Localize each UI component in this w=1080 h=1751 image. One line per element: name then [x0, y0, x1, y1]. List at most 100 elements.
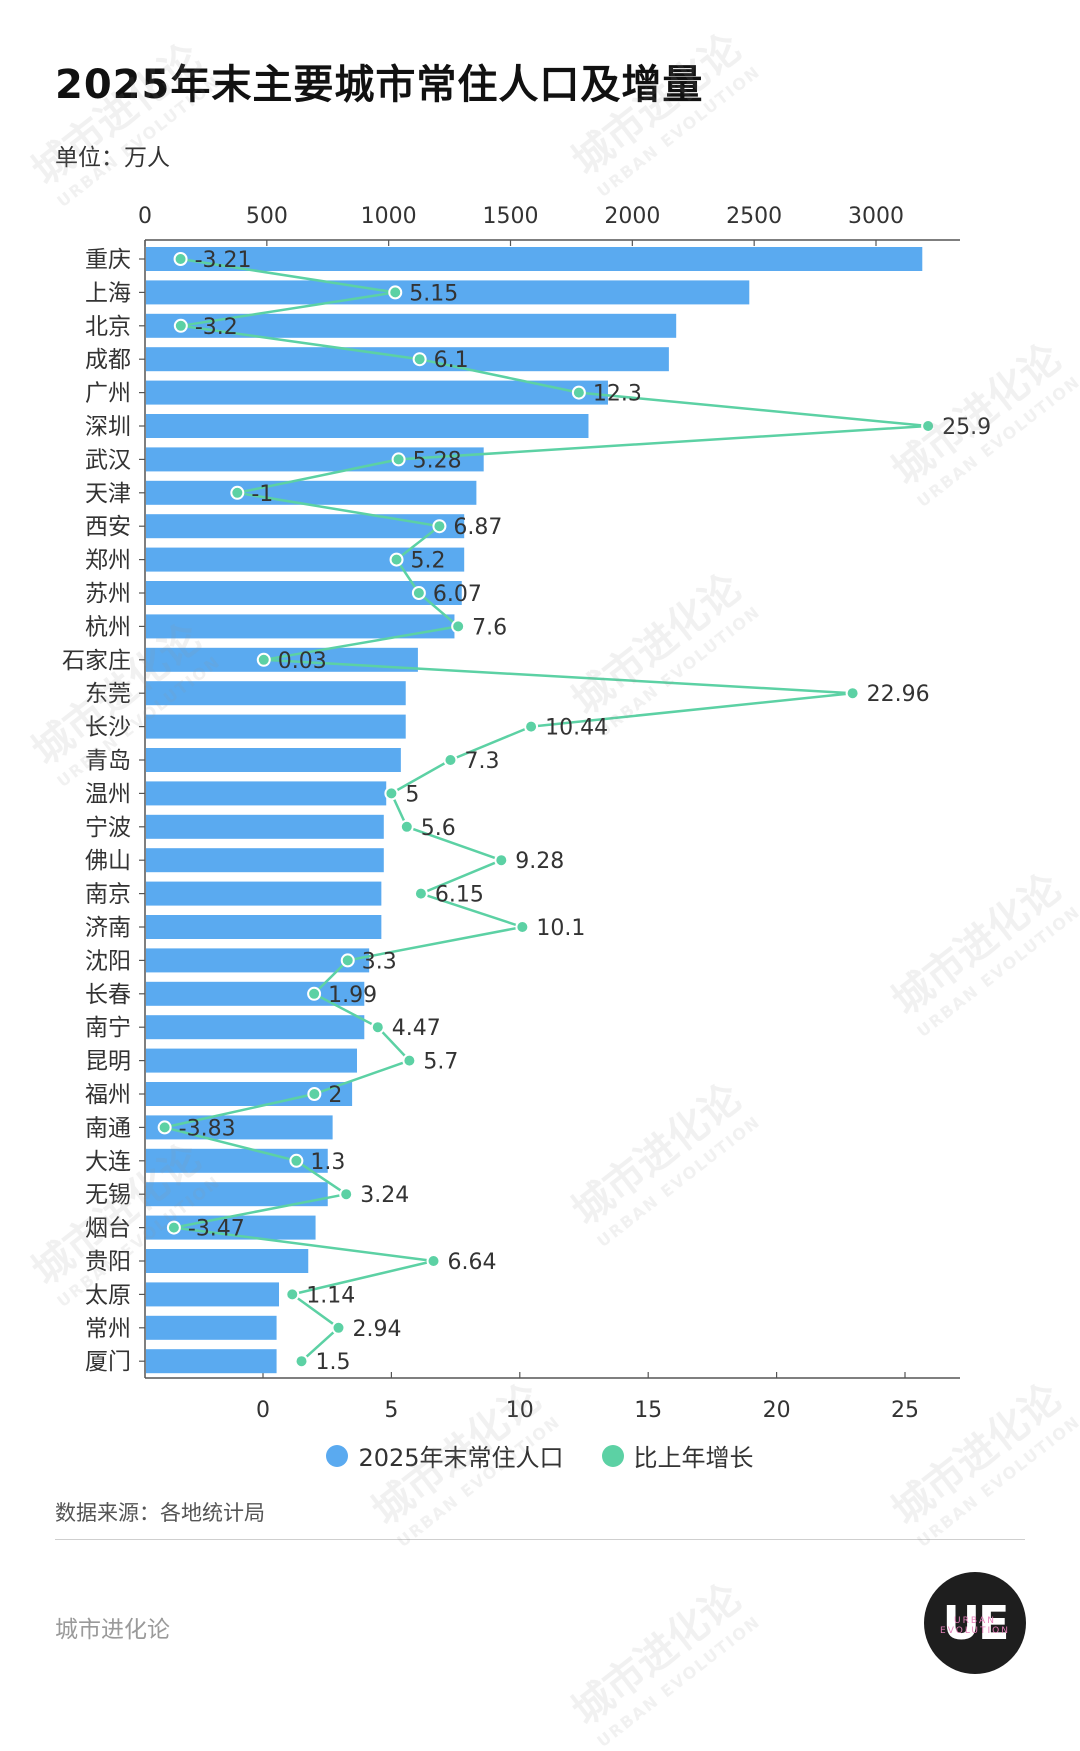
- chart-legend: 2025年末常住人口 比上年增长: [0, 1438, 1080, 1473]
- top-axis-tick-label: 1000: [361, 204, 417, 229]
- growth-data-label: 12.3: [593, 382, 642, 407]
- bar: [146, 280, 750, 305]
- bar: [146, 380, 608, 405]
- legend-item-growth[interactable]: 比上年增长: [601, 1438, 754, 1473]
- top-axis-tick-label: 2500: [726, 204, 782, 229]
- bar: [146, 1315, 277, 1340]
- growth-data-label: 3.3: [362, 949, 397, 974]
- growth-data-label: 6.64: [448, 1250, 497, 1275]
- data-source: 数据来源：各地统计局: [55, 1501, 265, 1525]
- growth-point: [388, 285, 403, 300]
- bar: [146, 714, 406, 739]
- category-label: 大连: [85, 1149, 131, 1175]
- growth-point: [389, 552, 404, 567]
- growth-data-label: 6.1: [434, 348, 469, 373]
- legend-item-population[interactable]: 2025年末常住人口: [326, 1438, 564, 1473]
- category-label: 成都: [85, 347, 131, 373]
- growth-point: [307, 1087, 322, 1101]
- category-label: 南通: [85, 1115, 131, 1141]
- category-label: 长春: [85, 982, 131, 1008]
- bar: [146, 748, 401, 772]
- growth-data-label: 2: [328, 1083, 342, 1108]
- legend-swatch-growth: [601, 1444, 624, 1467]
- growth-point: [412, 352, 427, 367]
- category-label: 上海: [85, 280, 131, 306]
- bar: [146, 414, 589, 438]
- growth-data-label: 25.9: [942, 415, 991, 440]
- growth-data-label: -3.21: [195, 248, 252, 273]
- bottom-axis-tick-label: 25: [891, 1398, 919, 1423]
- growth-data-label: 7.3: [464, 749, 499, 774]
- growth-point: [339, 1187, 354, 1202]
- top-axis-tick-label: 3000: [848, 204, 904, 229]
- growth-data-label: 7.6: [472, 615, 507, 640]
- top-axis-tick-label: 0: [138, 204, 152, 229]
- growth-point: [230, 485, 245, 500]
- bar: [146, 547, 465, 572]
- category-label: 无锡: [85, 1182, 131, 1208]
- growth-point: [370, 1020, 385, 1035]
- bar: [146, 1349, 277, 1374]
- bar: [146, 881, 382, 906]
- category-label: 天津: [85, 481, 131, 507]
- growth-data-label: 5.7: [423, 1050, 458, 1075]
- growth-point: [289, 1153, 304, 1168]
- growth-data-label: 0.03: [278, 649, 327, 674]
- bar: [146, 581, 462, 605]
- category-label: 武汉: [85, 447, 131, 473]
- growth-data-label: 10.1: [536, 916, 585, 941]
- legend-label-population: 2025年末常住人口: [358, 1444, 564, 1472]
- category-label: 郑州: [85, 548, 131, 574]
- growth-data-label: 6.15: [435, 883, 484, 908]
- top-axis-tick-label: 2000: [604, 204, 660, 229]
- growth-data-label: 5.28: [413, 448, 462, 473]
- category-label: 烟台: [85, 1216, 131, 1242]
- growth-point: [413, 886, 428, 901]
- bar: [146, 247, 923, 271]
- category-label: 广州: [85, 381, 131, 407]
- bar: [146, 1015, 365, 1040]
- category-label: 重庆: [85, 247, 131, 273]
- category-label: 青岛: [85, 748, 131, 774]
- growth-data-label: 1.14: [306, 1283, 355, 1308]
- growth-point: [285, 1287, 300, 1302]
- category-label: 苏州: [85, 581, 131, 607]
- growth-point: [432, 519, 447, 534]
- category-label: 南宁: [85, 1015, 131, 1041]
- category-label: 佛山: [85, 848, 131, 874]
- category-label: 北京: [85, 314, 131, 340]
- growth-point: [443, 753, 458, 767]
- category-label: 贵阳: [85, 1249, 131, 1275]
- category-label: 南京: [85, 882, 131, 908]
- growth-data-label: 5.15: [409, 281, 458, 306]
- growth-data-label: 5.2: [411, 549, 446, 574]
- growth-data-label: 1.5: [316, 1350, 351, 1375]
- growth-data-label: -3.2: [195, 315, 238, 340]
- bar: [146, 514, 465, 539]
- bottom-axis-tick-label: 20: [763, 1398, 791, 1423]
- bottom-axis-tick-label: 0: [256, 1398, 270, 1423]
- brand-logo: UE URBAN EVOLUTION: [924, 1572, 1026, 1674]
- bar: [146, 948, 370, 973]
- growth-data-label: -3.83: [179, 1116, 236, 1141]
- category-label: 太原: [85, 1282, 131, 1308]
- growth-line: [163, 257, 930, 1363]
- bar: [146, 447, 484, 472]
- growth-data-label: 6.87: [453, 515, 502, 540]
- category-label: 宁波: [85, 815, 131, 841]
- growth-point: [426, 1254, 441, 1268]
- category-label: 温州: [85, 781, 131, 807]
- growth-data-label: 22.96: [867, 682, 930, 707]
- category-label: 常州: [85, 1316, 131, 1342]
- growth-data-label: 1.3: [310, 1150, 345, 1175]
- legend-label-growth: 比上年增长: [633, 1444, 754, 1472]
- growth-point: [157, 1120, 172, 1135]
- growth-data-label: 3.24: [360, 1183, 409, 1208]
- category-label: 厦门: [85, 1349, 131, 1375]
- unit-label: 单位：万人: [55, 145, 170, 171]
- growth-data-label: 6.07: [433, 582, 482, 607]
- growth-point: [173, 318, 188, 333]
- growth-data-label: 10.44: [545, 716, 608, 741]
- growth-point: [845, 686, 860, 701]
